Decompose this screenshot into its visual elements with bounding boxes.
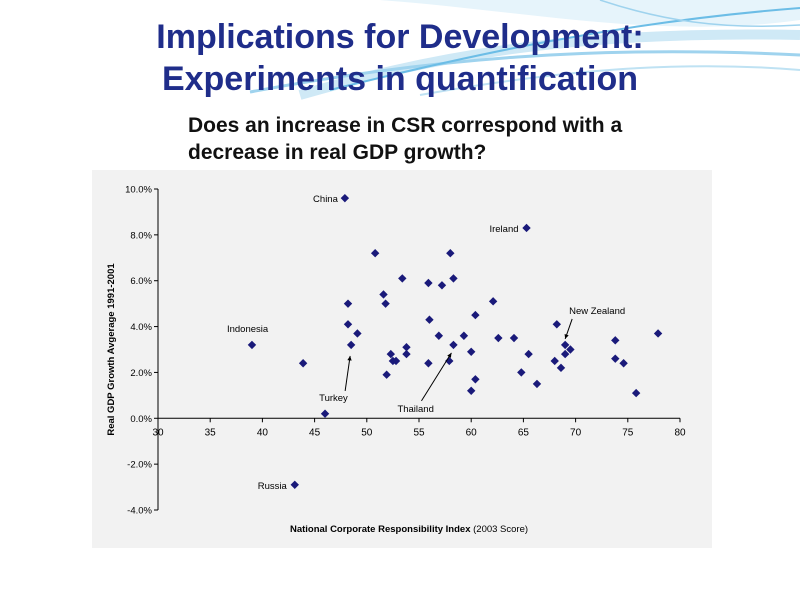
data-point: [424, 278, 433, 288]
y-tick-label: 8.0%: [130, 230, 152, 241]
data-point: [449, 274, 458, 283]
x-tick-label: 50: [361, 427, 373, 438]
x-tick-label: 70: [570, 427, 582, 438]
data-point: [566, 345, 575, 354]
data-point: [556, 363, 566, 373]
slide-title-line2: Experiments in quantification: [161, 60, 639, 98]
x-tick-label: 30: [152, 427, 164, 438]
data-point: [619, 359, 628, 368]
y-tick-label: 0.0%: [130, 414, 152, 425]
data-point: [320, 409, 330, 418]
x-tick-label: 55: [413, 427, 425, 438]
data-point: [550, 356, 559, 366]
data-point: [343, 299, 353, 308]
annotation-turkey: Turkey: [319, 393, 348, 404]
y-tick-label: 10.0%: [125, 185, 152, 196]
data-point: [467, 347, 476, 356]
x-tick-label: 35: [205, 427, 217, 438]
x-tick-label: 40: [257, 427, 269, 438]
x-axis-label-unit: (2003 Score): [470, 524, 528, 535]
data-point: [471, 375, 480, 384]
data-point: [509, 333, 519, 343]
x-tick-label: 75: [622, 427, 634, 438]
data-point: [446, 249, 455, 258]
data-point: [532, 379, 542, 389]
data-point: [398, 274, 407, 283]
x-axis-label: National Corporate Responsibility Index …: [290, 524, 528, 535]
data-point: [402, 349, 411, 359]
y-tick-label: 2.0%: [130, 368, 152, 379]
annotation-arrowhead-thailand: [447, 352, 452, 358]
chart-panel: -4.0% -2.0% 0.0% 2.0% 4.0% 6.0% 8.0% 10.0% 30 35 4…: [92, 170, 712, 548]
slide-title-line1: Implications for Development:: [156, 18, 644, 56]
data-point: [402, 343, 411, 352]
data-point: [343, 320, 353, 329]
data-point: [370, 249, 380, 258]
data-point: [449, 340, 458, 350]
annotation-china: China: [313, 194, 339, 205]
x-axis-label-bold: National Corporate Responsibility Index: [290, 524, 471, 535]
data-point: [382, 370, 391, 379]
annotation-thailand: Thailand: [397, 404, 433, 415]
data-point: [247, 340, 257, 350]
data-point: [353, 329, 362, 338]
data-point: [386, 349, 396, 359]
data-point: [459, 331, 469, 340]
scatter-chart: -4.0% -2.0% 0.0% 2.0% 4.0% 6.0% 8.0% 10.0% 30 35 4…: [106, 185, 686, 536]
data-point: [611, 336, 620, 345]
annotation-arrowhead-new-zealand: [564, 333, 569, 339]
data-point: [346, 340, 356, 350]
y-tick-label: 6.0%: [130, 276, 152, 287]
annotation-russia: Russia: [258, 481, 288, 492]
data-point: [379, 290, 388, 299]
y-tick-label: -4.0%: [127, 506, 152, 517]
data-point: [488, 297, 498, 306]
data-point: [611, 354, 620, 363]
data-point: [425, 315, 434, 324]
x-tick-label: 60: [466, 427, 478, 438]
data-point: [494, 333, 503, 343]
data-point: [434, 331, 444, 340]
y-tick-label: -2.0%: [127, 460, 152, 471]
annotation-arrow-thailand: [421, 352, 452, 402]
data-point: [467, 386, 476, 395]
annotation-arrowhead-turkey: [347, 355, 352, 361]
header-wave-decoration: [249, 0, 800, 100]
data-point: [290, 480, 299, 489]
data-point: [552, 320, 562, 329]
data-point: [517, 368, 526, 377]
data-point: [381, 299, 390, 308]
data-point: [424, 359, 433, 368]
annotation-indonesia: Indonesia: [227, 324, 269, 335]
x-tick-label: 65: [518, 427, 530, 438]
y-axis-label: Real GDP Growth Avgerage 1991-2001: [106, 263, 117, 436]
annotation-arrow-turkey: [344, 355, 351, 391]
data-point: [631, 388, 641, 398]
x-tick-label: 45: [309, 427, 321, 438]
annotation-new-zealand: New Zealand: [569, 306, 625, 317]
data-point: [298, 359, 308, 368]
data-point: [522, 223, 531, 233]
data-point: [653, 329, 663, 338]
annotation-ireland: Ireland: [489, 224, 518, 235]
x-tick-label: 80: [674, 427, 686, 438]
data-point: [340, 193, 350, 203]
data-point: [471, 310, 480, 320]
data-point: [437, 281, 447, 290]
data-point: [391, 356, 401, 366]
data-point: [524, 349, 533, 359]
y-tick-label: 4.0%: [130, 322, 152, 333]
slide-question: Does an increase in CSR correspond with …: [188, 114, 623, 164]
